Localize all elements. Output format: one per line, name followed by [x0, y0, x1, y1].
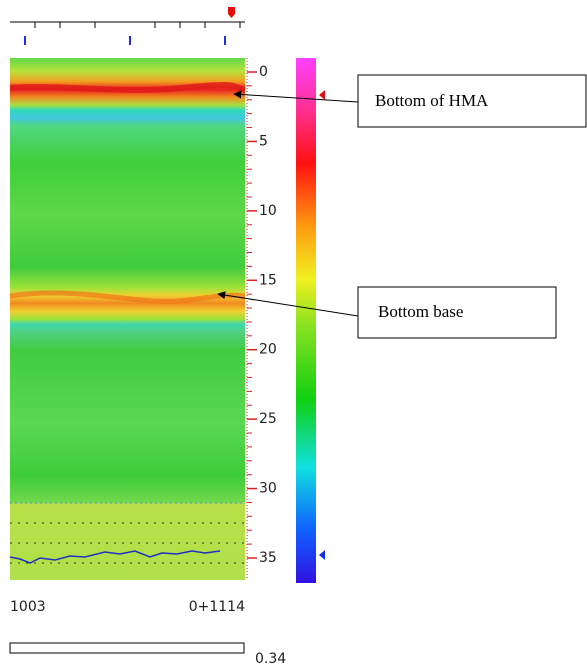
- depth-label: 10: [259, 203, 277, 219]
- color-marker: [319, 550, 325, 560]
- annotation-text: Bottom base: [378, 302, 463, 321]
- distance-start: 1003: [10, 599, 46, 615]
- annotation: Bottom of HMA: [233, 74, 587, 128]
- depth-label: 20: [259, 342, 277, 358]
- depth-scale: 0 5 10 15 20 25 30 35: [246, 58, 277, 580]
- depth-label: 15: [259, 272, 277, 288]
- radargram: [9, 58, 246, 580]
- top-ruler: [10, 7, 245, 45]
- depth-label: 5: [259, 133, 268, 149]
- scale-bar: [9, 642, 245, 654]
- depth-label: 35: [259, 550, 277, 566]
- distance-end: 0+1114: [189, 599, 245, 615]
- annotation: Bottom base: [217, 286, 557, 339]
- depth-label: 30: [259, 481, 277, 497]
- color-marker: [319, 90, 325, 100]
- annotation-text: Bottom of HMA: [375, 91, 489, 110]
- depth-label: 25: [259, 411, 277, 427]
- depth-label: 0: [259, 64, 268, 80]
- scale-value: 0.34: [255, 651, 286, 667]
- color-bar: [296, 58, 316, 583]
